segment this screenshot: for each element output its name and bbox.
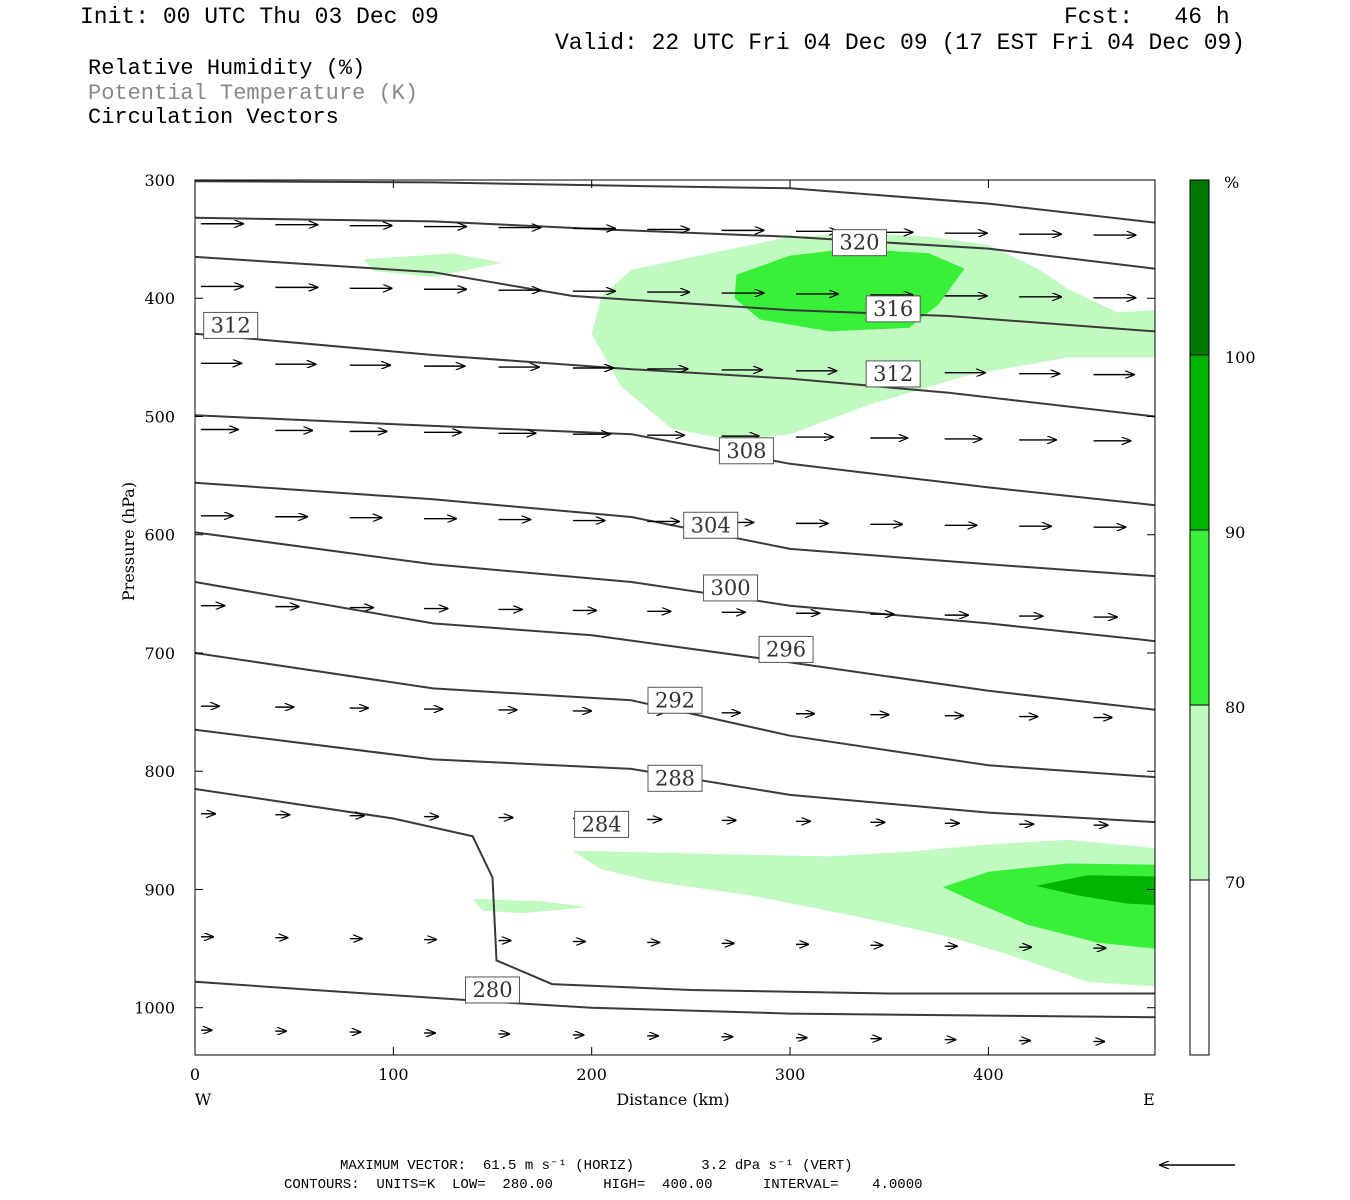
theta-label: 280 — [472, 978, 512, 1002]
theta-contour-292-7 — [195, 581, 1155, 711]
theta-label: 320 — [839, 231, 879, 255]
contours-footer: CONTOURS: UNITS=K LOW= 280.00 HIGH= 400.… — [284, 1177, 923, 1193]
theta-label: 308 — [726, 439, 766, 463]
theta-label: 312 — [873, 362, 913, 386]
x-tick-label: 100 — [378, 1065, 409, 1084]
colorbar-segment — [1189, 704, 1210, 881]
theta-label: 292 — [655, 688, 695, 712]
theta-contour-296-6 — [195, 531, 1155, 643]
plot-frame — [194, 179, 1156, 1056]
theta-label-box — [465, 976, 521, 1004]
colorbar-level-label: 90 — [1225, 523, 1245, 542]
y-tick-label: 300 — [144, 171, 175, 190]
theta-label: 288 — [655, 766, 695, 790]
legend-potential-temperature: Potential Temperature (K) — [88, 81, 419, 106]
x-tick-label: 400 — [973, 1065, 1004, 1084]
theta-contour-280-10 — [195, 788, 1155, 995]
theta-label: 312 — [211, 313, 251, 337]
theta-label-box — [203, 311, 259, 339]
theta-contour-316-1 — [195, 216, 1155, 270]
colorbar-level-label: 100 — [1225, 348, 1256, 367]
east-label: E — [1143, 1090, 1155, 1109]
init-time-label: Init: 00 UTC Thu 03 Dec 09 — [80, 4, 439, 30]
colorbar-segment — [1189, 879, 1210, 1056]
theta-label: 284 — [582, 812, 622, 836]
theta-label-box — [574, 810, 630, 838]
legend-relative-humidity: Relative Humidity (%) — [88, 56, 366, 81]
theta-label-box — [718, 437, 774, 465]
forecast-hour-label: Fcst: 46 h — [1064, 4, 1230, 30]
y-axis-title: Pressure (hPa) — [119, 482, 138, 601]
theta-contour-bottom-11 — [195, 980, 1155, 1019]
theta-label-box — [647, 764, 703, 792]
theta-contour-288-8 — [195, 652, 1155, 779]
colorbar-level-label: 70 — [1225, 873, 1245, 892]
theta-label-box — [758, 635, 814, 663]
x-tick-label: 300 — [775, 1065, 806, 1084]
theta-label: 300 — [710, 576, 750, 600]
y-tick-label: 700 — [144, 644, 175, 663]
valid-time-label: Valid: 22 UTC Fri 04 Dec 09 (17 EST Fri … — [555, 30, 1246, 56]
x-tick-label: 200 — [576, 1065, 607, 1084]
colorbar-level-label: 80 — [1225, 698, 1245, 717]
colorbar-segment — [1189, 354, 1210, 531]
colorbar-segment — [1189, 179, 1210, 356]
y-tick-label: 400 — [144, 289, 175, 308]
y-tick-label: 1000 — [134, 999, 175, 1018]
theta-label: 316 — [873, 297, 913, 321]
theta-contour-300-5 — [195, 481, 1155, 578]
colorbar-segment — [1189, 529, 1210, 706]
y-tick-label: 500 — [144, 407, 175, 426]
theta-contour-312-2 — [195, 255, 1155, 333]
rh-region-90-6 — [1035, 875, 1155, 905]
y-tick-label: 900 — [144, 880, 175, 899]
theta-contour-304-4 — [195, 414, 1155, 507]
theta-label: 304 — [691, 513, 731, 537]
rh-region-70-1 — [591, 233, 1155, 441]
y-tick-label: 800 — [144, 762, 175, 781]
theta-contour-320-0 — [195, 180, 1155, 224]
theta-label-box — [865, 295, 921, 323]
theta-label: 296 — [766, 637, 806, 661]
x-axis-title: Distance (km) — [616, 1090, 729, 1109]
plot-area — [195, 180, 1155, 1041]
theta-contour-308-3 — [195, 332, 1155, 418]
theta-label-box — [865, 360, 921, 388]
colorbar-unit-label: % — [1224, 173, 1239, 192]
theta-label-box — [683, 511, 739, 539]
theta-label-box — [703, 574, 759, 602]
theta-label-box — [647, 686, 703, 714]
theta-contour-284-9 — [195, 728, 1155, 824]
theta-label-box — [831, 229, 887, 257]
y-tick-label: 600 — [144, 526, 175, 545]
rh-region-70-0 — [363, 253, 503, 277]
max-vector-footer: MAXIMUM VECTOR: 61.5 m s⁻¹ (HORIZ) 3.2 d… — [340, 1158, 853, 1174]
legend-circulation-vectors: Circulation Vectors — [88, 105, 339, 130]
x-tick-label: 0 — [190, 1065, 200, 1084]
rh-region-70-2 — [472, 898, 588, 914]
west-label: W — [195, 1090, 212, 1109]
